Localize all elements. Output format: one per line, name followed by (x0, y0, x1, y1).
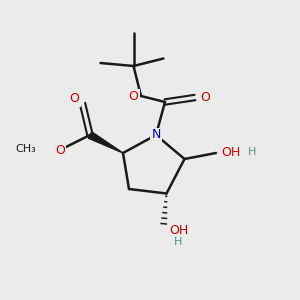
Polygon shape (88, 132, 123, 153)
Text: H: H (248, 147, 256, 158)
Text: O: O (70, 92, 80, 106)
Text: N: N (151, 128, 161, 142)
Text: OH: OH (221, 146, 241, 160)
Text: OH: OH (169, 224, 188, 238)
Text: O: O (200, 91, 210, 104)
Text: CH₃: CH₃ (15, 143, 36, 154)
Text: O: O (129, 89, 139, 103)
Text: H: H (174, 237, 183, 247)
Text: O: O (55, 143, 65, 157)
